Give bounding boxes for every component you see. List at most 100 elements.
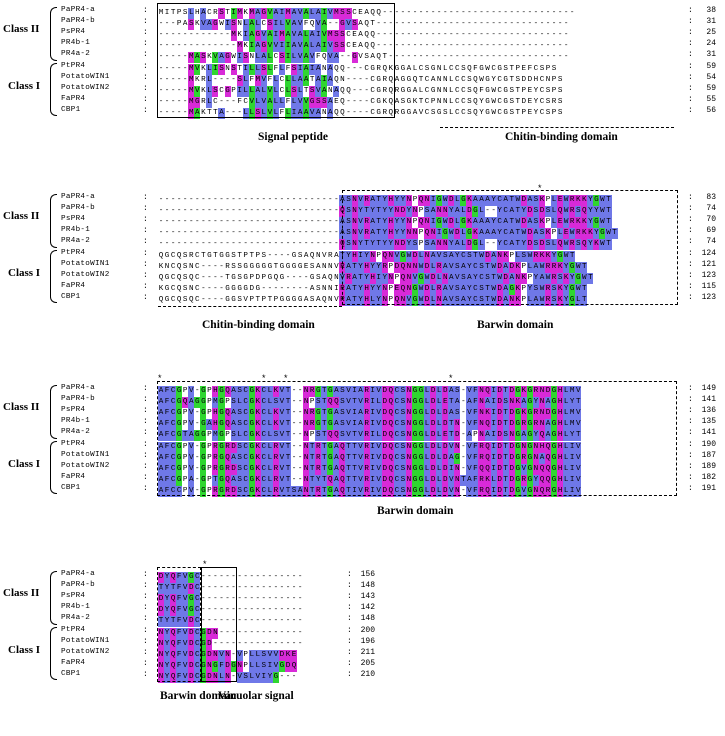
residue-count: 141 <box>701 395 716 405</box>
residue-count: 182 <box>701 472 716 482</box>
residue-count: 69 <box>706 226 716 236</box>
sequence-name: PotatoWIN2 <box>61 461 110 470</box>
sequence-name: PaPR4-a <box>61 384 95 392</box>
residue-count: 31 <box>706 50 716 60</box>
separator-colon: : <box>688 417 693 427</box>
separator-colon: : <box>143 39 148 49</box>
sequence-name: CBP1 <box>61 105 81 114</box>
sequence-residues: DYQFVGC----------------- <box>158 605 303 617</box>
barwin-box-block2 <box>342 190 678 305</box>
separator-colon: : <box>143 50 148 60</box>
sequence-name: PaPR4-b <box>61 395 95 404</box>
sequence-residues: -------------MKIAGVVIIAVALAIVSSCEAQQ----… <box>158 41 569 53</box>
barwin-label-3: Barwin domain <box>377 505 454 517</box>
sequence-row: PaPR4-a: ------------------------------AS… <box>0 192 716 206</box>
class-i-brace <box>50 62 57 116</box>
separator-colon: : <box>143 417 148 427</box>
sequence-residues: DYQFVGC----------------- <box>158 594 303 606</box>
separator-colon: : <box>688 270 693 280</box>
sequence-row: PaPR4-b: ------------------------------QS… <box>0 203 716 218</box>
separator-colon: : <box>347 669 352 679</box>
separator-colon: : <box>347 658 352 668</box>
separator-colon: : <box>688 50 693 60</box>
chitin-binding-underline <box>440 127 674 128</box>
separator-colon: : <box>347 603 352 613</box>
separator-colon: : <box>347 614 352 624</box>
barwin-label-2: Barwin domain <box>477 319 554 331</box>
separator-colon: : <box>347 636 352 646</box>
barwin-box-block3 <box>157 381 677 496</box>
sequence-name: PaPR4-a <box>61 6 95 14</box>
residue-count: 121 <box>701 259 716 269</box>
sequence-residues: AFCGPA-GPTGQASCGKCLRVT--NTYTQAQTTVRIVDQC… <box>158 474 582 486</box>
residue-count: 115 <box>701 281 716 291</box>
residue-count: 55 <box>706 94 716 104</box>
sequence-residues: NYQFVDCGNGFDGNPLLSIVGDQ <box>158 660 298 672</box>
sequence-name: PotatoWIN1 <box>61 259 110 268</box>
conserved-site-star: * <box>284 373 288 383</box>
residue-count: 38 <box>706 6 716 15</box>
separator-colon: : <box>143 83 148 93</box>
separator-colon: : <box>688 6 693 15</box>
separator-colon: : <box>143 105 148 115</box>
sequence-row: PR4a-2: TYTFVDC-----------------:148 <box>0 613 375 628</box>
sequence-row: PsPR4: DYQFVGC-----------------:143 <box>0 591 375 606</box>
sequence-row: FaPR4: NYQFVDCGNGFDGNPLLSIVGDQ:205 <box>0 658 375 672</box>
separator-colon: : <box>143 581 148 591</box>
separator-colon: : <box>143 292 148 302</box>
class-i-label: Class I <box>8 80 41 93</box>
sequence-residues: TYTFVDC----------------- <box>158 616 303 628</box>
separator-colon: : <box>688 215 693 225</box>
residue-count: 200 <box>360 625 375 635</box>
sequence-residues: AFCGPV-GPHGQASCGKCLKVT--NRGTGASVIARIVDQC… <box>158 408 582 420</box>
sequence-residues: ------------------------------ASNVRATYHY… <box>158 228 618 240</box>
chitin-binding-label-2: Chitin-binding domain <box>202 319 315 331</box>
separator-colon: : <box>688 105 693 115</box>
vacuolar-signal-label: Vacuolar signal <box>218 690 294 702</box>
separator-colon: : <box>143 28 148 38</box>
residue-count: 59 <box>706 61 716 71</box>
sequence-name: FaPR4 <box>61 472 86 481</box>
separator-colon: : <box>688 17 693 27</box>
separator-colon: : <box>688 259 693 269</box>
sequence-row: PaPR4-a: MITPSLHACRSTIMKMAGVAIMAVALAIVMSS… <box>0 5 716 19</box>
sequence-name: PotatoWIN1 <box>61 72 110 81</box>
separator-colon: : <box>143 603 148 613</box>
sequence-name: PotatoWIN2 <box>61 270 110 279</box>
sequence-residues: NYQFVDCGDN-------------- <box>158 627 303 639</box>
class-i-brace <box>50 440 57 494</box>
sequence-name: PR4b-1 <box>61 417 91 426</box>
sequence-residues: MITPSLHACRSTIMKMAGVAIMAVALAIVMSSCEAQQ---… <box>158 8 575 19</box>
separator-colon: : <box>143 226 148 236</box>
separator-colon: : <box>143 215 148 225</box>
separator-colon: : <box>347 647 352 657</box>
residue-count: 191 <box>701 483 716 493</box>
sequence-residues: -----MVKLISNSTILLSLFLFSIAIANAQQ---CGRQKG… <box>158 63 557 75</box>
separator-colon: : <box>143 647 148 657</box>
conserved-site-star: * <box>158 373 162 383</box>
sequence-row: PR4b-1: -------------MKIAGVVIIAVALAIVSSCE… <box>0 38 716 53</box>
sequence-name: PR4a-2 <box>61 50 91 59</box>
separator-colon: : <box>143 636 148 646</box>
separator-colon: : <box>143 237 148 247</box>
residue-count: 25 <box>706 28 716 38</box>
separator-colon: : <box>688 472 693 482</box>
residue-count: 149 <box>701 384 716 393</box>
sequence-residues: QGCQSRCTGTGGSTPTPS----GSAQNVRATYHIYNPQNV… <box>158 250 576 262</box>
separator-colon: : <box>347 581 352 591</box>
sequence-row: PR4b-1: AFCGPV-GAHGQASCGKCLKVT--NRGTGASVI… <box>0 416 716 431</box>
sequence-residues: DYQFVGC----------------- <box>158 572 303 583</box>
separator-colon: : <box>688 395 693 405</box>
separator-colon: : <box>688 237 693 247</box>
sequence-row: PaPR4-b: TYTFVDC-----------------:148 <box>0 580 375 595</box>
class-i-label: Class I <box>8 267 41 280</box>
residue-count: 70 <box>706 215 716 225</box>
separator-colon: : <box>143 658 148 668</box>
residue-count: 187 <box>701 450 716 460</box>
residue-count: 56 <box>706 105 716 115</box>
separator-colon: : <box>143 395 148 405</box>
sequence-row: PsPR4: ------------MKIAGVAIMAVALAIVMSSCEA… <box>0 27 716 42</box>
sequence-residues: AFCGPV-GAHGQASCGKCLKVT--NRGTGASVIARIVDQC… <box>158 419 582 431</box>
class-ii-brace <box>50 385 57 439</box>
sequence-residues: TYTFVDC----------------- <box>158 583 303 595</box>
